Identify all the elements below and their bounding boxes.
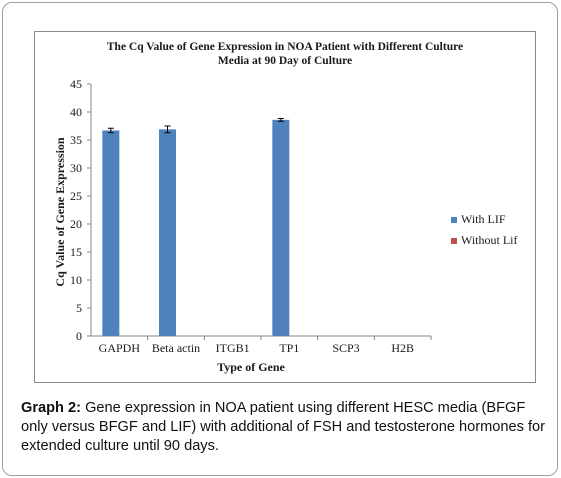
- x-tick-label: Beta actin: [152, 341, 200, 355]
- caption-text: Gene expression in NOA patient using dif…: [21, 400, 545, 454]
- legend-label-without-lif: Without Lif: [461, 233, 518, 247]
- y-tick-label: 25: [70, 189, 82, 203]
- x-axis-label: Type of Gene: [217, 360, 285, 374]
- bar-with-lif: [272, 119, 290, 336]
- x-tick-label: H2B: [391, 341, 414, 355]
- bar-with-lif: [102, 130, 120, 336]
- legend-swatch-without-lif: [451, 238, 457, 244]
- chart-title-line-2: Media at 90 Day of Culture: [218, 55, 352, 67]
- y-tick-label: 0: [76, 329, 82, 343]
- y-tick-label: 35: [70, 133, 82, 147]
- x-tick-label: TP1: [279, 341, 299, 355]
- y-tick-label: 40: [70, 105, 82, 119]
- legend-swatch-with-lif: [451, 217, 457, 223]
- bar-with-lif: [159, 129, 176, 336]
- x-tick-label: SCP3: [332, 341, 359, 355]
- y-tick-label: 15: [70, 245, 82, 259]
- plot-layer: 0 5 10 15 20 25 30 35 40 45 GAPDH Beta actin ITGB1 TP…: [70, 77, 432, 355]
- x-tick-label: GAPDH: [99, 341, 141, 355]
- y-tick-label: 10: [70, 273, 82, 287]
- y-tick-label: 45: [70, 77, 82, 91]
- caption-label: Graph 2:: [21, 400, 82, 416]
- bar-chart: The Cq Value of Gene Expression in NOA P…: [53, 41, 518, 374]
- chart-title-line-1: The Cq Value of Gene Expression in NOA P…: [107, 41, 463, 53]
- y-tick-label: 20: [70, 217, 82, 231]
- chart-area: The Cq Value of Gene Expression in NOA P…: [34, 31, 536, 383]
- y-tick-label: 30: [70, 161, 82, 175]
- figure-caption: Graph 2: Gene expression in NOA patient …: [21, 399, 549, 456]
- x-tick-label: ITGB1: [216, 341, 250, 355]
- y-axis-label: Cq Value of Gene Expression: [53, 137, 67, 286]
- y-tick-label: 5: [76, 301, 82, 315]
- legend: With LIF Without Lif: [451, 212, 518, 247]
- legend-label-with-lif: With LIF: [461, 212, 506, 226]
